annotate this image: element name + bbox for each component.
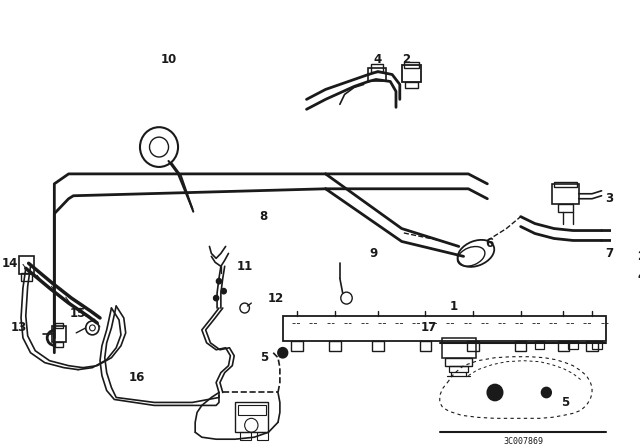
Bar	[372, 341, 383, 351]
Text: 2: 2	[403, 53, 410, 66]
Bar	[240, 432, 252, 440]
Bar	[291, 341, 303, 351]
Text: 4: 4	[637, 270, 640, 283]
Text: 3C007869: 3C007869	[504, 437, 543, 446]
Bar	[420, 341, 431, 351]
Text: 17: 17	[420, 321, 436, 334]
Text: 2: 2	[637, 250, 640, 263]
Bar	[404, 62, 419, 68]
Bar	[568, 341, 578, 349]
Bar	[449, 366, 468, 372]
Text: 10: 10	[161, 53, 177, 66]
Circle shape	[487, 384, 502, 401]
Text: 16: 16	[129, 371, 145, 384]
Text: 5: 5	[561, 396, 570, 409]
Bar	[442, 338, 476, 358]
Bar	[552, 184, 579, 204]
Text: 6: 6	[485, 237, 493, 250]
Bar	[558, 204, 573, 211]
Bar	[330, 341, 340, 351]
Bar	[404, 82, 418, 88]
Bar	[55, 342, 63, 347]
Text: 12: 12	[268, 292, 284, 305]
Text: 13: 13	[11, 321, 28, 334]
Bar	[52, 326, 66, 342]
Bar	[21, 273, 33, 281]
Bar	[614, 276, 633, 288]
Bar	[257, 432, 268, 440]
Bar	[621, 273, 637, 279]
Bar	[467, 341, 479, 351]
Bar	[402, 65, 420, 82]
Text: 3: 3	[605, 192, 613, 205]
Bar	[445, 358, 472, 366]
Text: 8: 8	[260, 210, 268, 223]
Bar	[535, 341, 545, 349]
Bar	[515, 341, 526, 351]
Bar	[283, 316, 606, 341]
Circle shape	[278, 348, 287, 358]
Circle shape	[216, 279, 221, 284]
Text: 4: 4	[374, 53, 382, 66]
Bar	[238, 405, 266, 415]
Text: 9: 9	[369, 247, 377, 260]
Text: 14: 14	[1, 257, 18, 270]
Text: 5: 5	[260, 351, 268, 364]
Circle shape	[214, 296, 218, 301]
Bar	[554, 182, 577, 187]
Circle shape	[541, 388, 551, 397]
Text: 7: 7	[605, 247, 613, 260]
Bar	[619, 254, 639, 273]
Bar	[558, 341, 569, 351]
Bar	[369, 68, 385, 82]
Bar	[55, 323, 63, 328]
Bar	[235, 402, 268, 432]
Text: 15: 15	[70, 306, 86, 319]
Bar	[621, 250, 637, 255]
Bar	[586, 341, 598, 351]
Bar	[371, 64, 383, 72]
Bar	[592, 341, 602, 349]
Text: 1: 1	[450, 300, 458, 313]
Bar	[19, 256, 35, 274]
Circle shape	[221, 289, 226, 293]
Text: 11: 11	[237, 260, 253, 273]
